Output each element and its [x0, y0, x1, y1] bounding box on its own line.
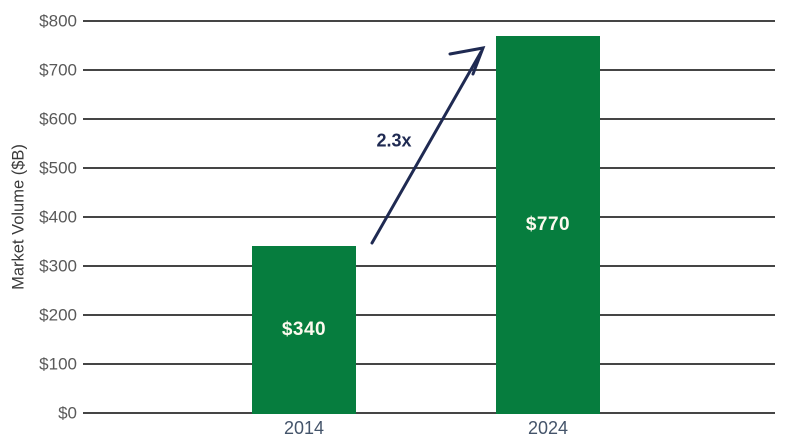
bar-value-label: $770 — [525, 213, 571, 235]
y-tick-label: $100 — [39, 354, 77, 374]
gridline — [83, 265, 775, 267]
y-tick-label: $800 — [39, 11, 77, 31]
x-tick-label: 2014 — [283, 418, 325, 438]
y-tick-label: $200 — [39, 305, 77, 325]
gridline — [83, 216, 775, 218]
bar-value-label: $340 — [281, 319, 327, 341]
gridline — [83, 20, 775, 22]
gridline — [83, 412, 775, 414]
bar-2024: $770 — [496, 35, 600, 414]
gridline — [83, 314, 775, 316]
y-tick-label: $700 — [39, 60, 77, 80]
y-tick-label: $500 — [39, 158, 77, 178]
y-tick-label: $0 — [58, 403, 77, 423]
x-tick-label: 2024 — [527, 418, 569, 438]
y-tick-label: $400 — [39, 207, 77, 227]
gridline — [83, 363, 775, 365]
bar-2014: $340 — [252, 246, 356, 414]
growth-multiplier-label: 2.3x — [376, 130, 412, 151]
y-tick-label: $600 — [39, 109, 77, 129]
y-tick-label: $300 — [39, 256, 77, 276]
gridline — [83, 69, 775, 71]
gridline — [83, 118, 775, 120]
gridline — [83, 167, 775, 169]
